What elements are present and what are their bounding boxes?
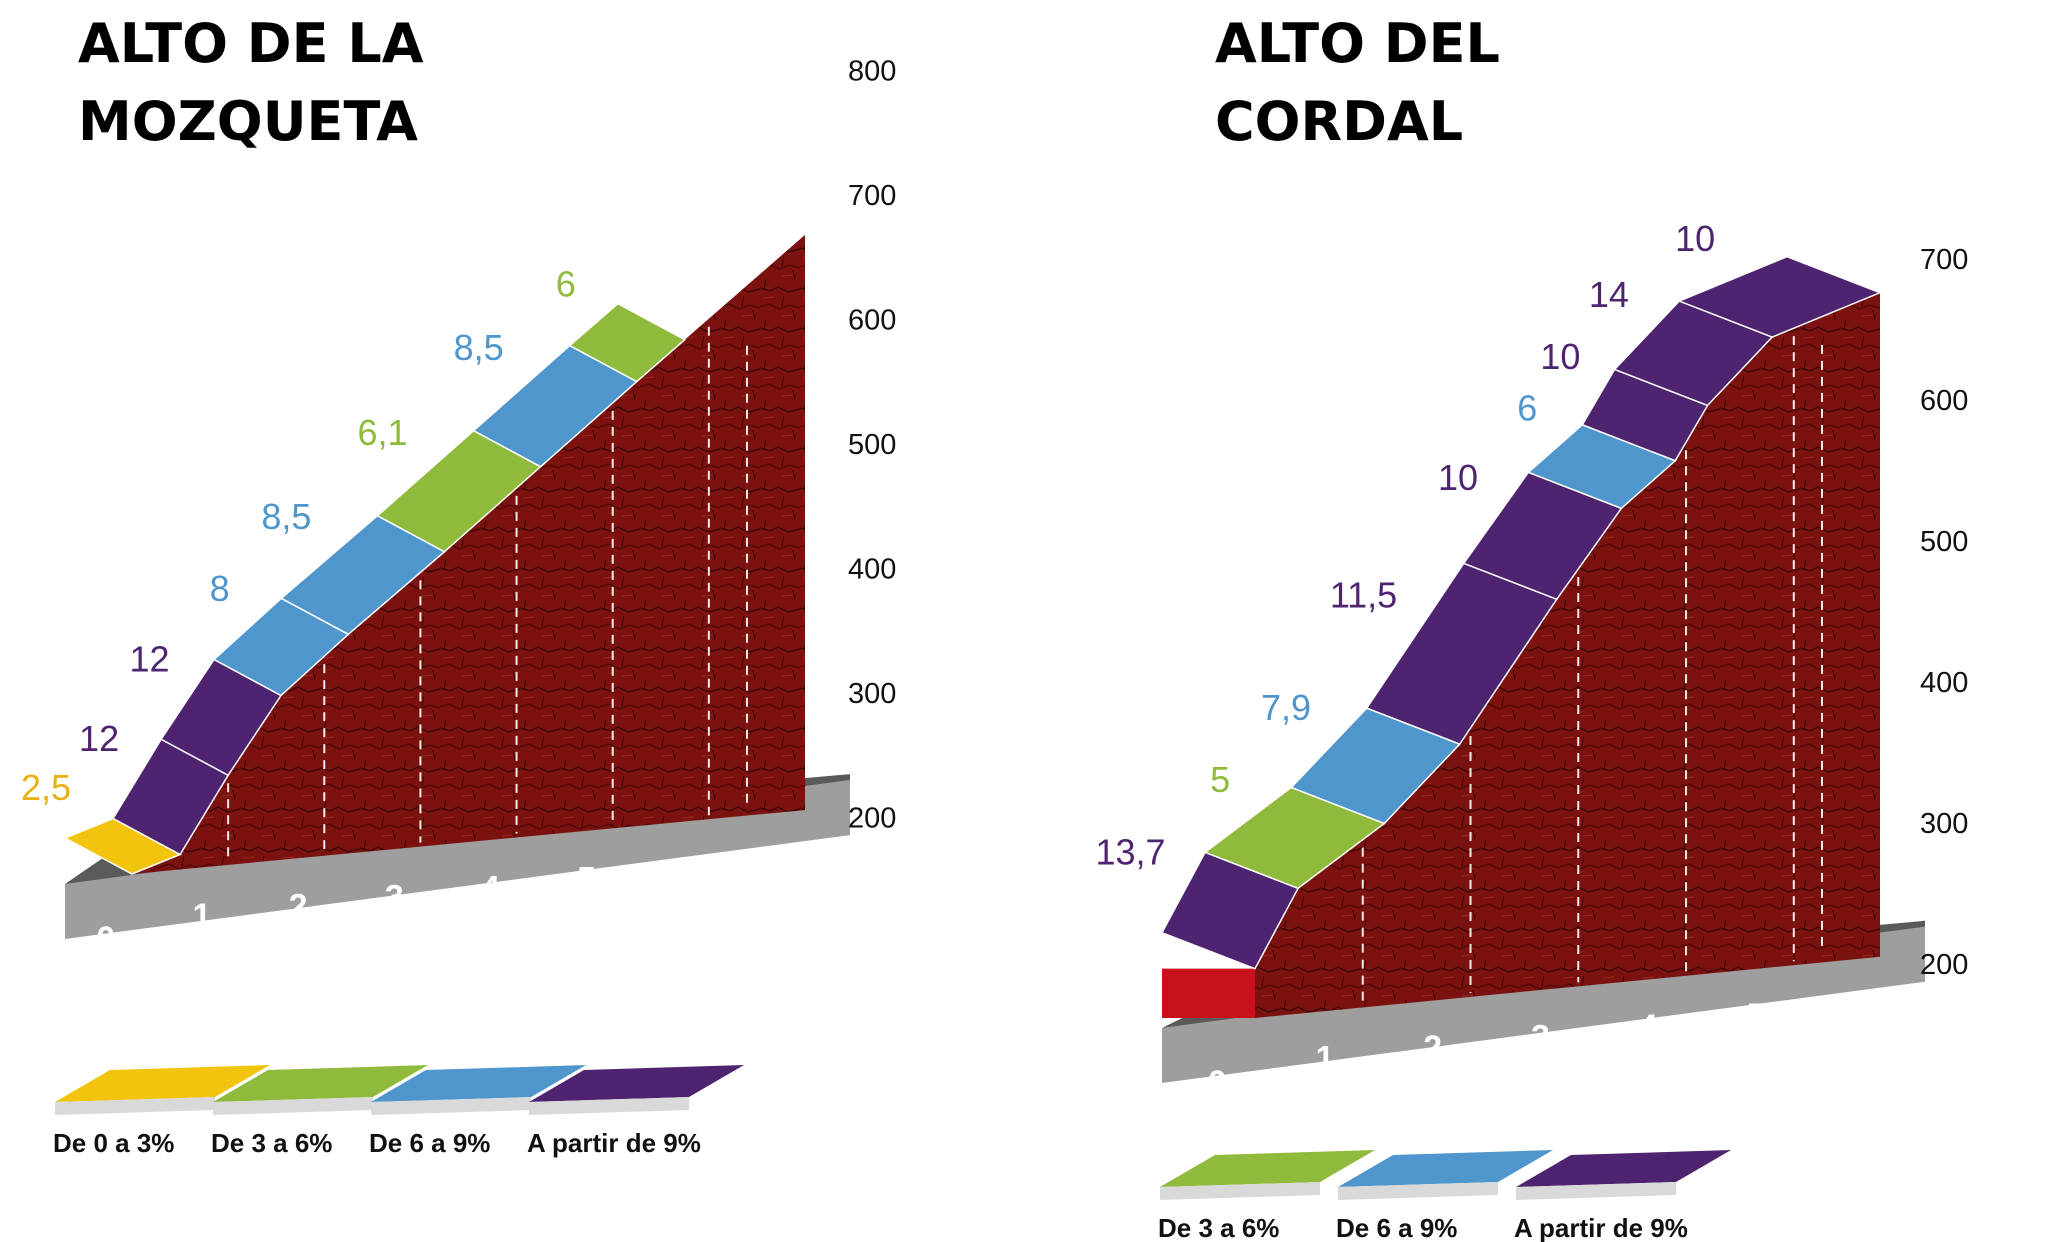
legend-swatch xyxy=(1338,1150,1553,1187)
chart-title-line-2: CORDAL xyxy=(1215,90,1463,153)
gradient-label: 5 xyxy=(1210,759,1230,800)
chart-title-line-1: ALTO DE LA xyxy=(78,12,424,75)
x-tick-label: 2 xyxy=(1423,1029,1442,1067)
x-tick-label: 3 xyxy=(1531,1018,1550,1056)
profile-side-face xyxy=(1162,968,1255,1018)
gradient-label: 10 xyxy=(1540,336,1580,377)
x-tick-label: 4 xyxy=(481,869,500,907)
gradient-label: 8 xyxy=(210,568,230,609)
legend-swatch xyxy=(213,1065,428,1102)
y-tick-label: 600 xyxy=(848,305,896,337)
x-tick-label: 1 xyxy=(193,897,212,935)
gradient-label: 14 xyxy=(1589,274,1629,315)
legend-swatch xyxy=(55,1065,270,1102)
gradient-label: 6 xyxy=(1517,388,1537,429)
legend-swatch-shadow xyxy=(1516,1182,1676,1200)
y-tick-label: 700 xyxy=(1920,244,1968,276)
legend-swatch-shadow xyxy=(55,1097,215,1115)
y-tick-label: 500 xyxy=(848,429,896,461)
gradient-segment xyxy=(568,302,687,383)
y-tick-label: 300 xyxy=(1920,808,1968,840)
chart-alto-de-la-mozqueta: ALTO DE LA MOZQUETA 2,5121288,56,18,5601… xyxy=(21,12,896,1158)
y-tick-label: 300 xyxy=(848,678,896,710)
legend-swatch xyxy=(1160,1150,1375,1187)
legend-label: A partir de 9% xyxy=(1514,1213,1688,1242)
legend-swatch xyxy=(371,1065,586,1102)
y-tick-label: 400 xyxy=(848,554,896,586)
y-tick-label: 400 xyxy=(1920,667,1968,699)
legend-label: A partir de 9% xyxy=(527,1128,701,1158)
y-tick-label: 600 xyxy=(1920,385,1968,417)
legend-swatch-shadow xyxy=(1338,1182,1498,1200)
gradient-label: 12 xyxy=(79,718,119,759)
chart-title-line-2: MOZQUETA xyxy=(78,90,418,153)
legend-swatch-shadow xyxy=(371,1097,531,1115)
gradient-label: 8,5 xyxy=(454,327,504,368)
gradient-label: 7,9 xyxy=(1261,687,1311,728)
x-tick-label: 4 xyxy=(1639,1008,1658,1046)
legend-label: De 6 a 9% xyxy=(1336,1213,1457,1242)
y-tick-label: 200 xyxy=(848,803,896,835)
profile-area xyxy=(1255,292,1880,1018)
gradient-label: 10 xyxy=(1675,218,1715,259)
profile-area xyxy=(132,234,805,874)
x-tick-label: 1 xyxy=(1315,1039,1334,1077)
legend-label: De 3 a 6% xyxy=(1158,1213,1279,1242)
gradient-label: 12 xyxy=(130,638,170,679)
x-tick-label: 6 xyxy=(673,851,692,889)
gradient-label: 2,5 xyxy=(21,767,71,808)
legend-swatch-shadow xyxy=(1160,1182,1320,1200)
legend-swatch-shadow xyxy=(213,1097,373,1115)
x-tick-label: 0 xyxy=(1208,1064,1227,1102)
gradient-label: 11,5 xyxy=(1330,575,1397,616)
legend-label: De 0 a 3% xyxy=(53,1128,174,1158)
gradient-label: 10 xyxy=(1438,457,1478,498)
legend-label: De 6 a 9% xyxy=(369,1128,490,1158)
y-tick-label: 800 xyxy=(848,56,896,88)
gradient-label: 6,1 xyxy=(357,412,407,453)
y-tick-label: 500 xyxy=(1920,526,1968,558)
x-tick-label: 2 xyxy=(289,888,308,926)
y-tick-label: 200 xyxy=(1920,949,1968,981)
gradient-label: 6 xyxy=(556,264,576,305)
gradient-segment xyxy=(1677,255,1883,338)
legend-swatch-shadow xyxy=(529,1097,689,1115)
legend-swatch xyxy=(1516,1150,1731,1187)
x-tick-label: 5 xyxy=(577,860,596,898)
gradient-label: 8,5 xyxy=(261,496,311,537)
x-tick-label: 0 xyxy=(96,920,115,958)
chart-title-line-1: ALTO DEL xyxy=(1215,12,1500,75)
gradient-label: 13,7 xyxy=(1095,831,1165,872)
legend-label: De 3 a 6% xyxy=(211,1128,332,1158)
x-tick-label: 5 xyxy=(1746,997,1765,1035)
legend-swatch xyxy=(529,1065,744,1102)
x-tick-label: 3 xyxy=(385,879,404,917)
y-tick-label: 700 xyxy=(848,180,896,212)
